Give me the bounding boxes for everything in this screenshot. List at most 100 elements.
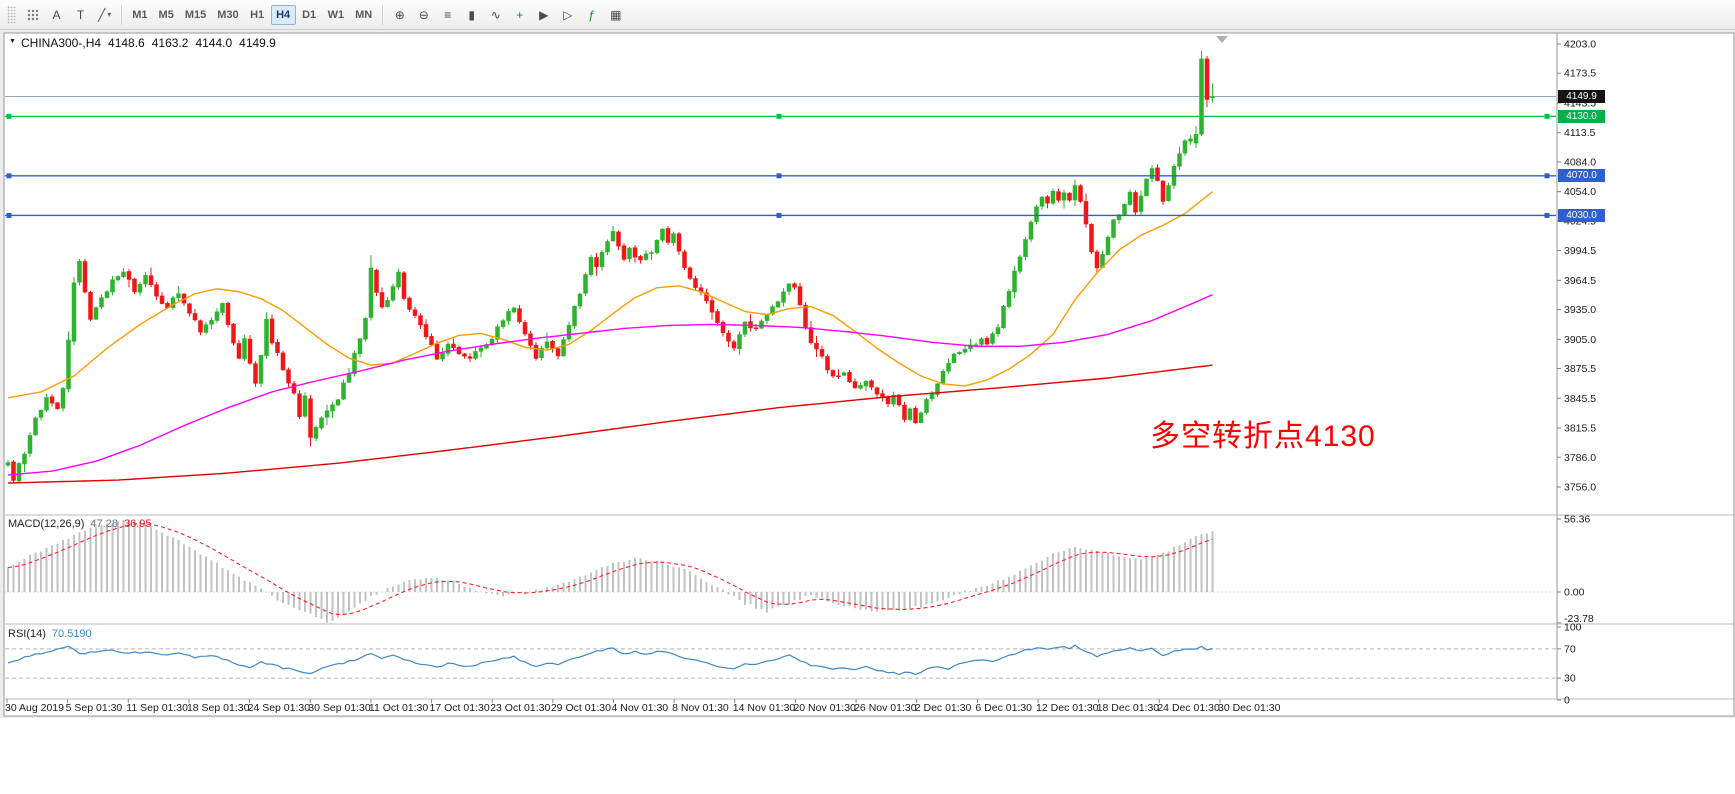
candle-body bbox=[1127, 191, 1133, 205]
horizontal-line-4030[interactable] bbox=[5, 212, 1556, 218]
candle-body bbox=[555, 348, 561, 357]
macd-signal-line bbox=[7, 523, 1213, 615]
line-studies-dropdown-button[interactable]: ╱ ▾ bbox=[93, 4, 116, 26]
symbol-period-label: CHINA300-,H4 bbox=[21, 36, 102, 50]
candle-body bbox=[313, 427, 319, 439]
drawing-tools-button[interactable] bbox=[21, 4, 44, 26]
line-handle[interactable] bbox=[6, 212, 12, 218]
candle-body bbox=[1188, 138, 1193, 142]
candle-body bbox=[1094, 251, 1100, 269]
rsi-scale-label: 0 bbox=[1564, 695, 1570, 707]
candle-body bbox=[225, 302, 231, 325]
zoom-out-icon[interactable]: ⊖ bbox=[412, 4, 435, 26]
timeframe-button-m1[interactable]: M1 bbox=[127, 5, 152, 25]
chart-shift-marker[interactable] bbox=[1216, 36, 1228, 43]
line-handle[interactable] bbox=[1544, 113, 1550, 119]
timeframe-button-w1[interactable]: W1 bbox=[323, 5, 350, 25]
chart-text-annotation[interactable]: 多空转折点4130 bbox=[1150, 420, 1376, 453]
time-axis-label: 12 Dec 01:30 bbox=[1036, 702, 1099, 714]
candle-body bbox=[385, 300, 390, 307]
candle-body bbox=[16, 463, 22, 482]
zoom-in-icon[interactable]: ⊕ bbox=[388, 4, 411, 26]
candle-body bbox=[1067, 192, 1072, 201]
candle-body bbox=[209, 320, 214, 325]
candle-body bbox=[990, 333, 995, 344]
rsi-indicator-name: RSI(14) bbox=[8, 628, 46, 640]
candle-body bbox=[297, 393, 302, 417]
line-handle[interactable] bbox=[776, 173, 782, 179]
candle-body bbox=[451, 343, 456, 349]
rsi-panel-label: RSI(14) 70.5190 bbox=[8, 628, 92, 640]
toolbar-grip[interactable] bbox=[7, 5, 16, 24]
line-handle[interactable] bbox=[776, 212, 782, 218]
chart-line-icon[interactable]: ∿ bbox=[484, 4, 507, 26]
candle-body bbox=[121, 271, 126, 277]
timeframe-button-m30[interactable]: M30 bbox=[212, 5, 243, 25]
line-handle[interactable] bbox=[776, 113, 782, 119]
candle-body bbox=[1056, 191, 1061, 201]
candle-body bbox=[66, 339, 71, 390]
candle-body bbox=[401, 272, 407, 299]
candle-body bbox=[1155, 167, 1160, 181]
chart-canvas[interactable]: 4203.04173.54143.54113.54084.04054.04024… bbox=[0, 29, 1735, 794]
chart-shift-icon[interactable]: ▷ bbox=[556, 4, 579, 26]
candle-body bbox=[170, 297, 176, 308]
chart-candles-icon[interactable]: ▮ bbox=[460, 4, 483, 26]
time-axis-label: 20 Nov 01:30 bbox=[793, 702, 856, 714]
candle-body bbox=[473, 351, 478, 359]
candle-body bbox=[599, 252, 605, 268]
candle-body bbox=[643, 253, 649, 260]
line-handle[interactable] bbox=[1544, 173, 1550, 179]
time-axis-label: 30 Dec 01:30 bbox=[1218, 702, 1281, 714]
dots-grid-icon bbox=[27, 9, 38, 20]
candle-body bbox=[192, 313, 198, 321]
candle-body bbox=[511, 307, 517, 313]
time-axis-label: 11 Sep 01:30 bbox=[126, 702, 188, 714]
line-handle[interactable] bbox=[1544, 212, 1550, 218]
candle-body bbox=[38, 409, 44, 418]
timeframe-button-h4[interactable]: H4 bbox=[270, 4, 296, 25]
candle-body bbox=[995, 327, 1001, 334]
timeframe-button-h1[interactable]: H1 bbox=[245, 5, 270, 25]
ma-fast-orange-line bbox=[7, 191, 1213, 399]
text-tool-button[interactable]: A bbox=[45, 4, 68, 26]
candle-body bbox=[621, 245, 627, 260]
timeframe-button-mn[interactable]: MN bbox=[350, 5, 377, 25]
candle-body bbox=[891, 394, 896, 405]
chart-bars-icon[interactable]: ≡ bbox=[436, 4, 459, 26]
candle-body bbox=[253, 363, 258, 384]
candle-body bbox=[874, 387, 880, 395]
timeframe-group: M1 M5 M15 M30 H1 H4 D1 W1 MN bbox=[127, 4, 377, 25]
candle-body bbox=[33, 417, 38, 436]
auto-scroll-icon[interactable]: ▶ bbox=[532, 4, 555, 26]
new-order-icon[interactable]: + bbox=[508, 4, 531, 26]
candle-body bbox=[572, 305, 577, 327]
horizontal-line-4130[interactable] bbox=[5, 113, 1556, 119]
candle-body bbox=[440, 352, 445, 360]
candle-body bbox=[786, 283, 792, 292]
candle-body bbox=[126, 271, 132, 280]
candle-body bbox=[764, 314, 770, 321]
time-axis-label: 5 Sep 01:30 bbox=[66, 702, 123, 714]
timeframe-button-d1[interactable]: D1 bbox=[297, 5, 322, 25]
candle-body bbox=[1001, 306, 1006, 329]
candle-body bbox=[649, 252, 654, 254]
candle-body bbox=[687, 267, 693, 279]
ohlc-open: 4148.6 bbox=[108, 36, 145, 50]
line-handle[interactable] bbox=[6, 173, 12, 179]
candle-body bbox=[1160, 180, 1166, 202]
timeframe-button-m15[interactable]: M15 bbox=[180, 5, 211, 25]
indicators-icon[interactable]: ƒ bbox=[580, 4, 603, 26]
line-handle[interactable] bbox=[6, 113, 12, 119]
candle-body bbox=[99, 297, 104, 308]
timeframe-button-m5[interactable]: M5 bbox=[154, 5, 179, 25]
rsi-scale-label: 30 bbox=[1564, 673, 1576, 685]
candle-body bbox=[775, 301, 781, 308]
candle-body bbox=[1034, 206, 1039, 222]
candle-body bbox=[1039, 196, 1045, 207]
horizontal-line-4070[interactable] bbox=[5, 173, 1556, 179]
text-label-tool-button[interactable]: T bbox=[69, 4, 92, 26]
templates-icon[interactable]: ▦ bbox=[604, 4, 627, 26]
